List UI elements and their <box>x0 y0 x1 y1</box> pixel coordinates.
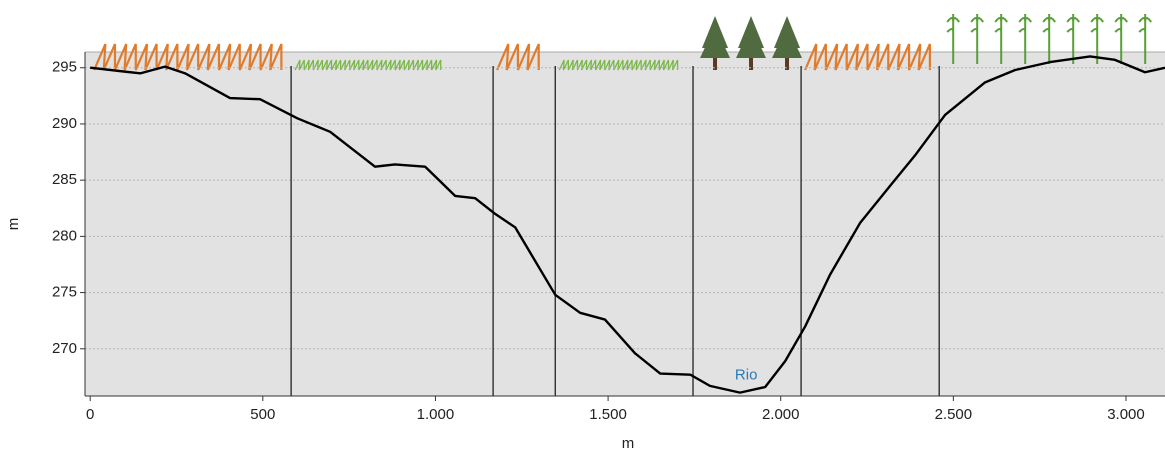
land-use-icon <box>1042 14 1056 64</box>
annotation: Rio <box>735 367 758 384</box>
plot-area <box>85 52 1165 396</box>
land-use-icon <box>994 14 1008 64</box>
land-use-icon <box>713 58 718 70</box>
x-tick-label: 0 <box>86 406 94 423</box>
land-use-icon <box>1138 14 1152 64</box>
land-use-icon <box>1114 14 1128 64</box>
x-axis-label: m <box>622 435 635 452</box>
x-tick-label: 3.000 <box>1107 406 1145 423</box>
land-use-icons <box>93 14 1152 71</box>
land-use-icon <box>496 43 540 71</box>
land-use-icon <box>700 16 731 58</box>
land-use-icon <box>294 59 442 71</box>
land-use-icon <box>970 14 984 64</box>
x-tick-label: 2.500 <box>935 406 973 423</box>
land-use-icon <box>1066 14 1080 64</box>
land-use-icon <box>1090 14 1104 64</box>
x-tick-label: 1.500 <box>589 406 627 423</box>
land-use-icon <box>558 59 679 71</box>
y-tick-label: 280 <box>52 227 77 244</box>
land-use-icon <box>749 58 754 70</box>
land-use-icon <box>93 43 283 71</box>
elevation-line <box>90 55 1165 394</box>
y-tick-label: 290 <box>52 115 77 132</box>
x-tick-label: 2.000 <box>762 406 800 423</box>
y-tick-label: 295 <box>52 59 77 76</box>
x-tick-label: 1.000 <box>417 406 455 423</box>
y-tick-label: 270 <box>52 340 77 357</box>
land-use-icon <box>785 58 790 70</box>
y-tick-label: 275 <box>52 284 77 301</box>
land-use-icon <box>736 16 767 58</box>
land-use-icon <box>1018 14 1032 64</box>
land-use-icon <box>946 14 960 64</box>
land-use-icon <box>804 43 931 71</box>
land-use-icon <box>772 16 803 58</box>
x-tick-label: 500 <box>250 406 275 423</box>
y-tick-label: 285 <box>52 171 77 188</box>
y-axis-label: m <box>5 218 22 231</box>
